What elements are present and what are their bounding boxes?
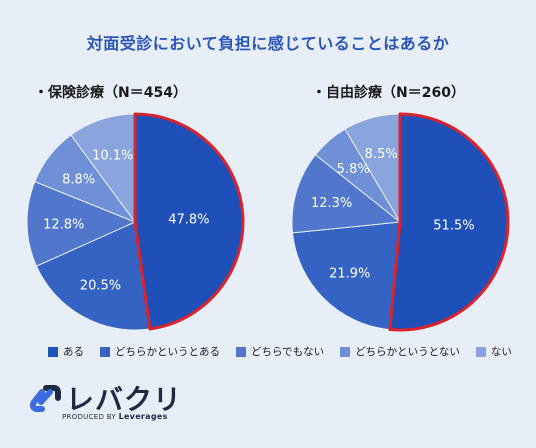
highlight-border — [388, 112, 510, 332]
data-label: 21.9% — [329, 267, 370, 282]
legend-item-dochiraka-nai: どちらかというとない — [340, 344, 460, 359]
data-label: 12.8% — [43, 217, 84, 232]
highlight-border — [133, 112, 245, 331]
logo-name: レバクリ — [66, 383, 183, 416]
logo-tagline: PRODUCED BY Leverages — [62, 412, 168, 421]
data-label: 47.8% — [168, 212, 209, 227]
company-logo: レバクリ PRODUCED BY Leverages — [28, 378, 188, 428]
data-label: 8.5% — [365, 147, 398, 162]
legend-item-dochira-demo-nai: どちらでもない — [236, 344, 324, 359]
legend-label: ない — [490, 346, 512, 358]
legend-item-nai: ない — [475, 344, 512, 359]
legend-label: どちらかというとある — [115, 346, 220, 358]
legend: ある どちらかというとある どちらでもない どちらかというとない ない — [48, 344, 512, 359]
legend-label: どちらでもない — [251, 346, 325, 358]
legend-swatch — [475, 346, 486, 357]
data-label: 5.8% — [337, 162, 370, 177]
data-label: 8.8% — [62, 172, 95, 187]
data-label: 12.3% — [311, 196, 352, 211]
pie-title-self-pay: ・自由診療（N＝260） — [312, 85, 465, 101]
pie-title-insurance: ・保険診療（N＝454） — [34, 85, 187, 101]
logo-produced-by: PRODUCED BY — [62, 413, 117, 421]
legend-swatch — [100, 346, 110, 357]
logo-company: Leverages — [118, 412, 168, 421]
legend-label: ある — [63, 346, 84, 358]
chart-title: 対面受診において負担に感じていることはあるか — [86, 34, 450, 53]
legend-swatch — [340, 346, 351, 357]
legend-item-dochiraka-aru: どちらかというとある — [100, 344, 220, 359]
data-label: 51.5% — [433, 219, 474, 234]
data-label: 20.5% — [80, 278, 121, 293]
data-label: 10.1% — [92, 148, 133, 163]
pie-slice — [26, 180, 137, 267]
legend-swatch — [236, 346, 246, 357]
legend-label: どちらかというとない — [355, 346, 460, 358]
pie-slice — [35, 221, 151, 331]
pie-slice — [291, 154, 402, 234]
legend-item-aru: ある — [48, 344, 84, 359]
legend-swatch — [48, 346, 58, 357]
pie-slice — [291, 221, 401, 331]
chain-link-icon — [29, 385, 61, 412]
